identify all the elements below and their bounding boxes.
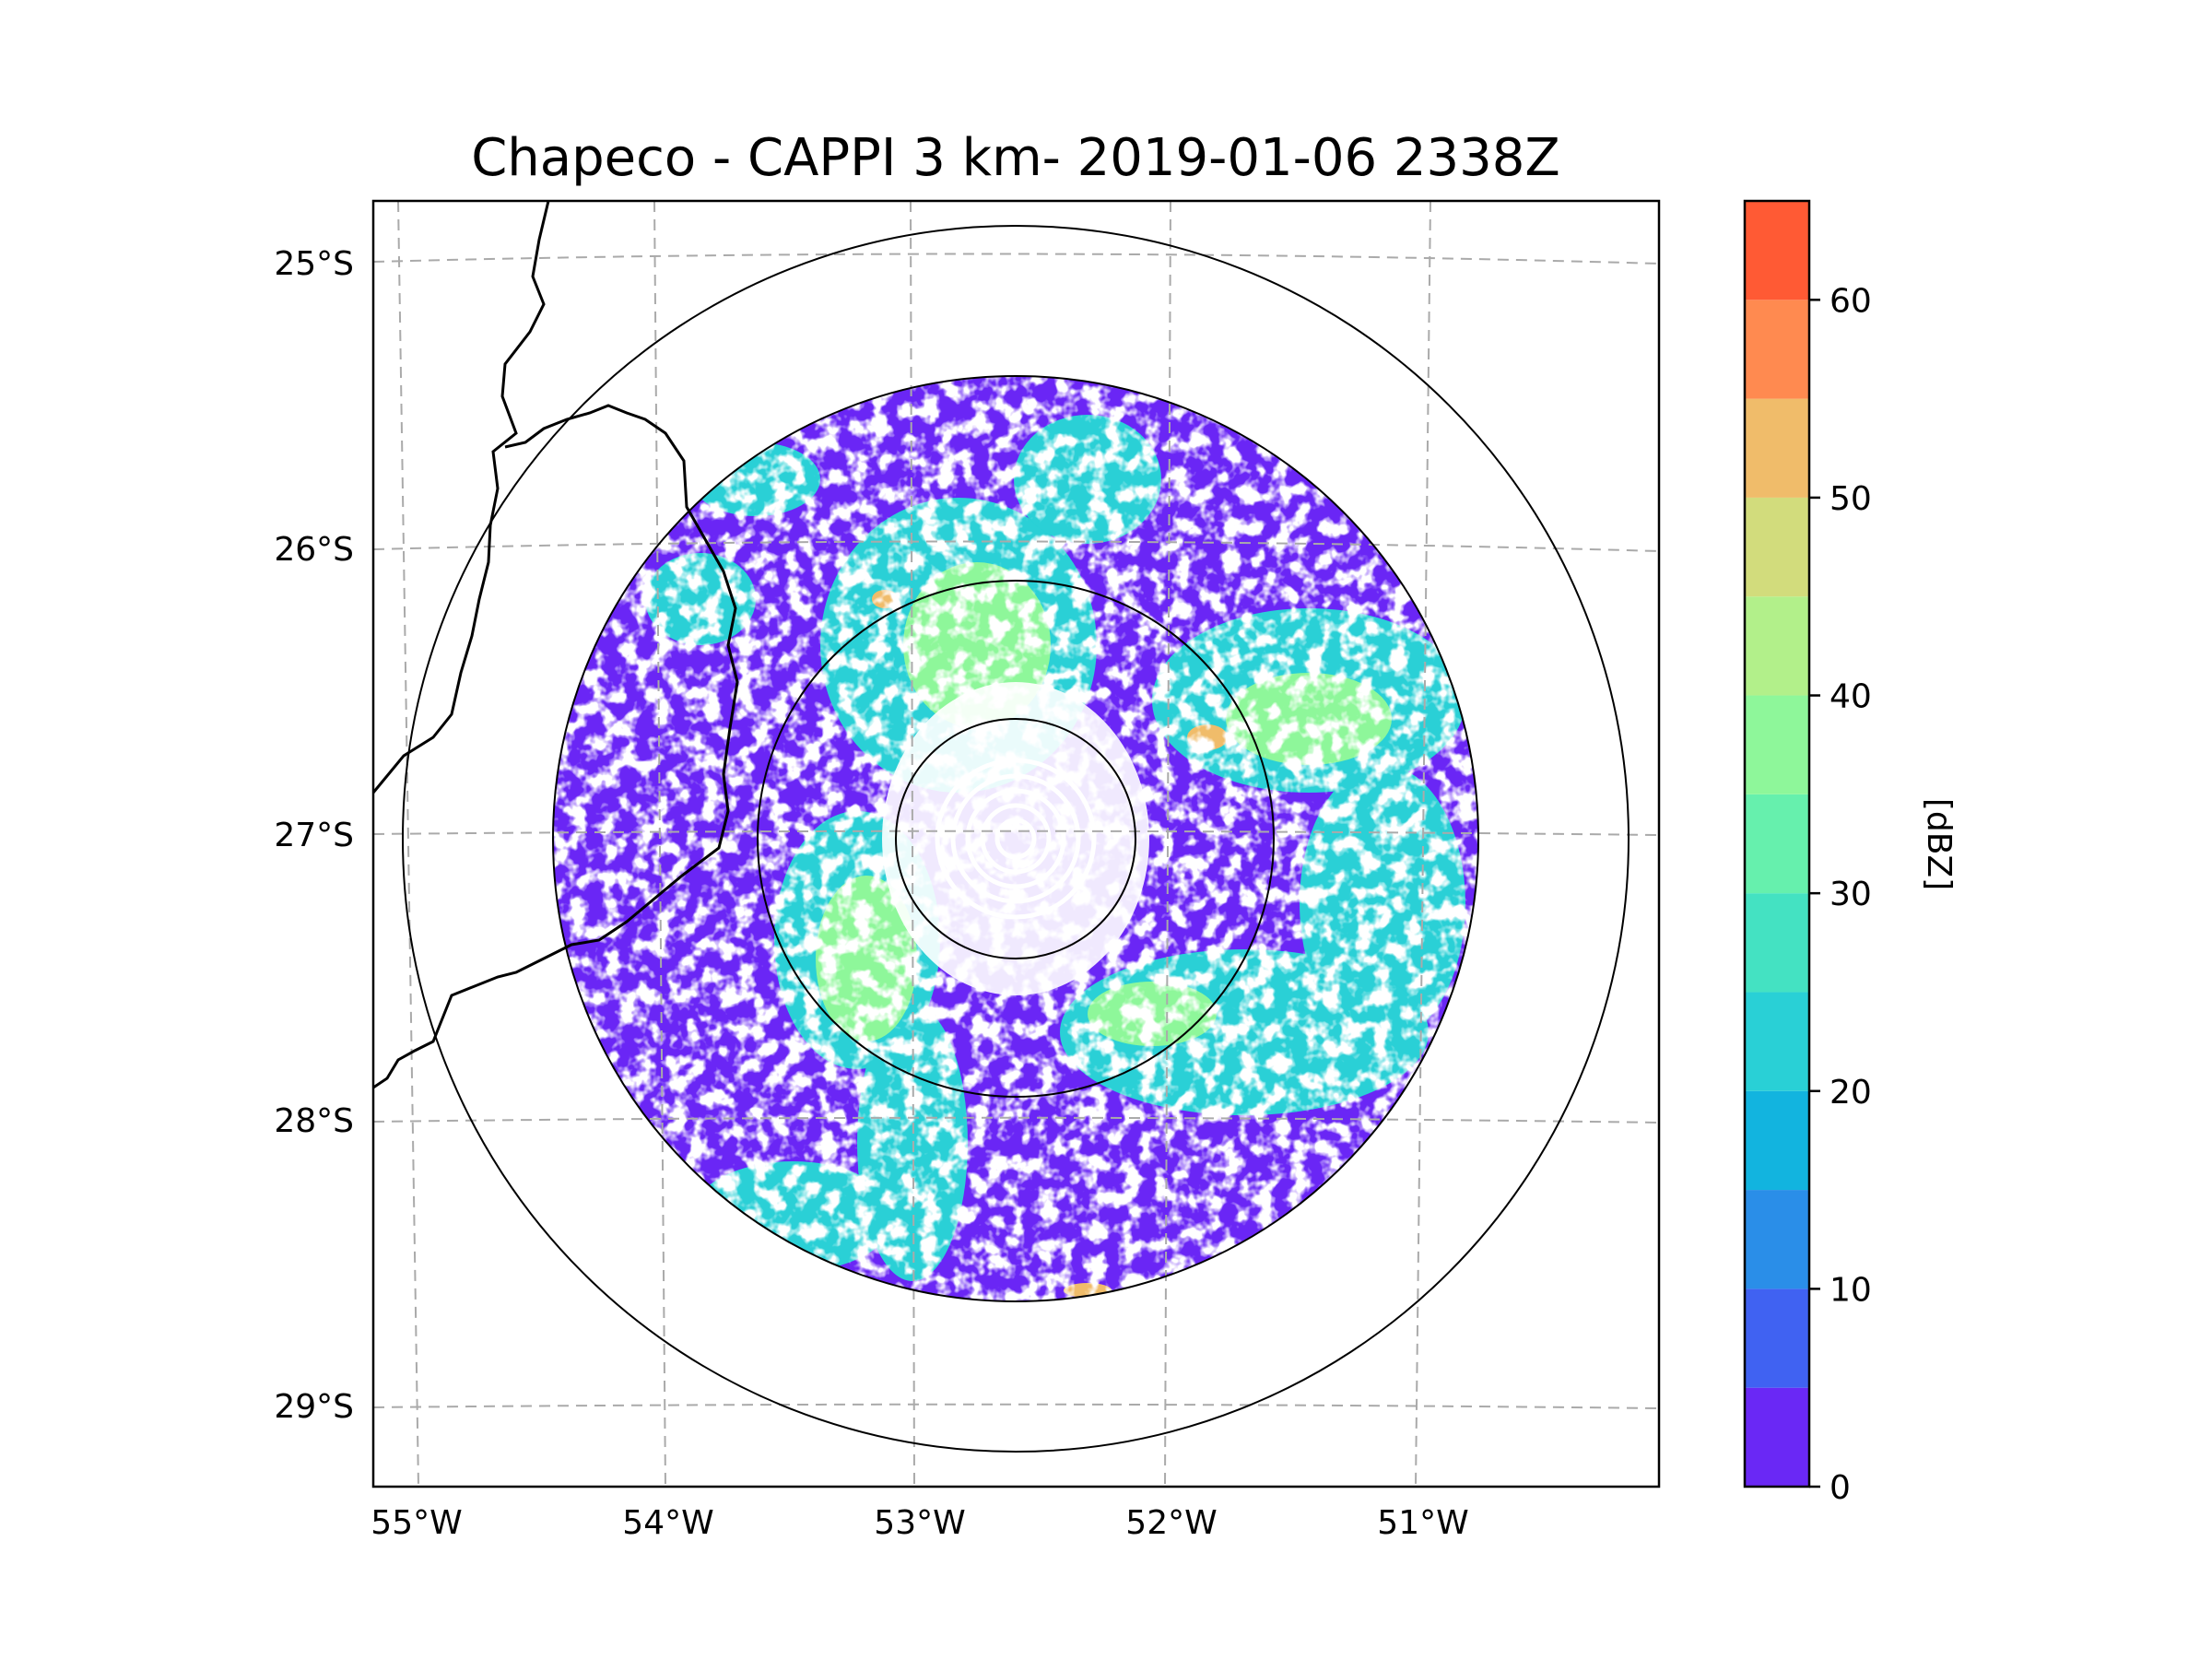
- gridline-51w: [1415, 201, 1431, 1487]
- latitude-tick-labels: 25°S 26°S 27°S 28°S 29°S: [274, 245, 354, 1426]
- colorbar-tick-label: 50: [1830, 480, 1872, 518]
- lat-tick-label: 28°S: [274, 1102, 354, 1140]
- gridline-55w: [397, 201, 419, 1487]
- colorbar-band: [1745, 1190, 1809, 1289]
- gridline-26s: [373, 540, 1659, 552]
- colorbar-label: [dBZ]: [1920, 798, 1958, 890]
- colorbar-band: [1745, 596, 1809, 696]
- lat-tick-label: 26°S: [274, 531, 354, 569]
- lon-tick-label: 51°W: [1377, 1504, 1468, 1542]
- gridline-52w: [1164, 201, 1171, 1487]
- gridline-29s: [373, 1403, 1659, 1409]
- lon-tick-label: 55°W: [371, 1504, 462, 1542]
- political-borders: [373, 201, 739, 1089]
- range-ring-outer: [402, 225, 1630, 1453]
- colorbar-tick-label: 10: [1830, 1271, 1872, 1309]
- graticule: [373, 201, 1659, 1487]
- lat-tick-label: 25°S: [274, 245, 354, 283]
- lon-tick-label: 52°W: [1125, 1504, 1217, 1542]
- lon-tick-label: 54°W: [622, 1504, 713, 1542]
- colorbar-tick-label: 60: [1830, 282, 1872, 320]
- range-ring-150km: [757, 580, 1275, 1098]
- colorbar-band: [1745, 497, 1809, 597]
- map-panel: 55°W 54°W 53°W 52°W 51°W 25°S 26°S 27°S 28°S 29°…: [274, 199, 1661, 1542]
- colorbar-band: [1745, 1387, 1809, 1487]
- figure-title: Chapeco - CAPPI 3 km- 2019-01-06 2338Z: [471, 128, 1560, 188]
- gridline-54w: [653, 201, 666, 1487]
- range-ring-250km: [552, 375, 1479, 1302]
- core-echo-areas: [872, 590, 1228, 1298]
- colorbar-band: [1745, 992, 1809, 1091]
- colorbar-tick-label: 0: [1830, 1469, 1851, 1507]
- border-paraguay-argentina: [373, 201, 550, 794]
- colorbar-band: [1745, 1090, 1809, 1191]
- colorbar-tick-label: 30: [1830, 876, 1872, 913]
- gridline-28s: [373, 1116, 1659, 1124]
- longitude-tick-labels: 55°W 54°W 53°W 52°W 51°W: [371, 1504, 1468, 1542]
- lat-tick-label: 29°S: [274, 1388, 354, 1426]
- colorbar-tick-label: 40: [1830, 678, 1872, 716]
- colorbar-frame: [1743, 199, 1811, 1488]
- ground-clutter-rings: [935, 758, 1097, 920]
- lat-tick-label: 27°S: [274, 817, 354, 854]
- colorbar-bands: [1745, 201, 1809, 1487]
- colorbar-band: [1745, 201, 1809, 300]
- border-argentina-brazil: [373, 404, 739, 1089]
- reflectivity-field: [553, 376, 1478, 1301]
- gridline-25s: [373, 253, 1659, 265]
- colorbar-ticks: 0 10 20 30 40 50 60: [1809, 282, 1872, 1507]
- map-frame: [371, 199, 1661, 1488]
- colorbar-band: [1745, 893, 1809, 993]
- colorbar-band: [1745, 695, 1809, 794]
- range-ring-inner: [895, 718, 1136, 959]
- colorbar: 0 10 20 30 40 50 60 [dBZ]: [1743, 199, 1958, 1507]
- colorbar-band: [1745, 1288, 1809, 1388]
- colorbar-band: [1745, 398, 1809, 498]
- lon-tick-label: 53°W: [874, 1504, 965, 1542]
- colorbar-band: [1745, 794, 1809, 894]
- range-rings: [402, 225, 1630, 1453]
- gridline-53w: [910, 201, 915, 1487]
- gridline-27s: [373, 830, 1659, 836]
- colorbar-tick-label: 20: [1830, 1074, 1872, 1112]
- colorbar-band: [1745, 300, 1809, 399]
